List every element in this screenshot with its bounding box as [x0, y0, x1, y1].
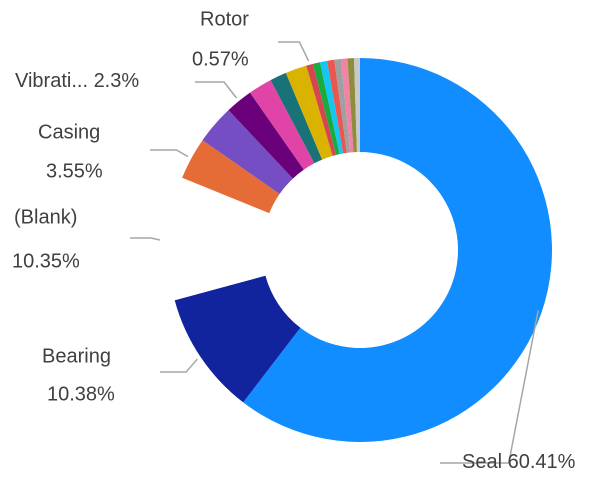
donut-slice — [340, 58, 354, 153]
label-category: Bearing — [42, 345, 111, 367]
leader-line — [150, 149, 189, 158]
donut-slice — [174, 275, 301, 403]
donut-slice — [228, 92, 304, 179]
donut-slice — [285, 65, 333, 160]
donut-slice — [249, 80, 315, 170]
leader-line — [130, 237, 161, 241]
donut-slice — [320, 60, 344, 155]
label-category: Rotor — [200, 8, 249, 30]
label-value: 2.3% — [94, 70, 140, 92]
label-value: 10.38% — [47, 383, 115, 405]
data-label: Seal 60.41% — [462, 451, 576, 473]
donut-slice — [334, 58, 351, 153]
label-value: 0.57% — [192, 48, 249, 70]
donut-slice — [312, 62, 340, 155]
label-value: 60.41% — [508, 451, 576, 473]
leader-line — [160, 358, 198, 373]
label-category: (Blank) — [14, 206, 77, 228]
donut-slice — [353, 58, 360, 153]
donut-slice — [243, 58, 552, 442]
label-value: 3.55% — [46, 160, 103, 182]
leader-line — [440, 310, 539, 464]
donut-slice — [347, 58, 357, 153]
donut-slice — [182, 140, 280, 214]
donut-slice — [306, 63, 336, 156]
donut-slice — [327, 59, 347, 154]
leader-line — [195, 81, 238, 99]
label-value: 10.35% — [12, 250, 80, 272]
leader-line — [278, 41, 310, 62]
donut-slice — [202, 110, 293, 194]
label-category: Vibrati... — [15, 70, 88, 92]
donut-slice — [168, 177, 270, 301]
label-category: Seal — [462, 451, 502, 473]
donut-slice — [270, 72, 323, 164]
label-category: Casing — [38, 121, 100, 143]
data-label: Vibrati... 2.3% — [15, 70, 139, 92]
